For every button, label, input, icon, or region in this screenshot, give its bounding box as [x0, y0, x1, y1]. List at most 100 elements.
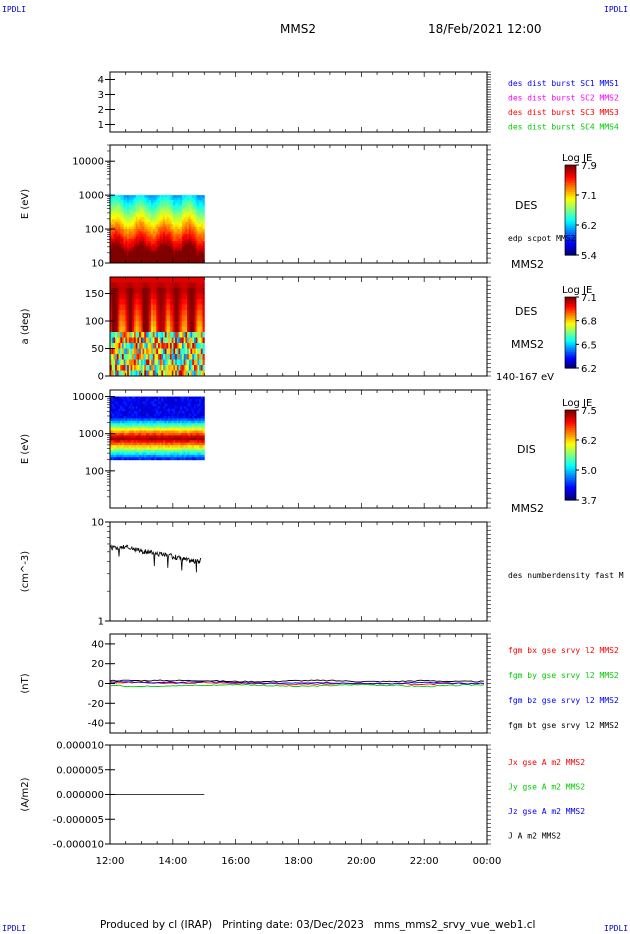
spectrogram-cell — [169, 326, 173, 333]
colorbar-swatch — [565, 223, 576, 227]
spectrogram-cell — [180, 282, 183, 289]
spectrogram-cell — [115, 255, 118, 259]
spectrogram-cell — [199, 348, 202, 355]
spectrogram-cell — [188, 348, 192, 355]
spectrogram-cell — [193, 396, 197, 400]
spectrogram-cell — [187, 258, 190, 262]
spectrogram-cell — [197, 440, 200, 444]
spectrogram-cell — [152, 202, 156, 206]
spectrogram-cell — [151, 304, 154, 311]
spectrogram-cell — [137, 277, 140, 283]
spectrogram-cell — [142, 437, 145, 441]
spectrogram-cell — [130, 401, 133, 405]
spectrogram-cell — [130, 406, 133, 410]
spectrogram-cell — [137, 231, 140, 235]
spectrogram-cell — [123, 214, 126, 218]
spectrogram-cell — [200, 447, 204, 451]
spectrogram-cell — [197, 445, 200, 449]
spectrogram-cell — [125, 418, 128, 422]
spectrogram-cell — [123, 277, 126, 283]
spectrogram-cell — [133, 343, 137, 349]
spectrogram-cell — [110, 243, 113, 247]
spectrogram-cell — [166, 365, 169, 371]
spectrogram-cell — [173, 304, 176, 311]
colorbar-swatch — [565, 201, 576, 204]
spectrogram-cell — [159, 241, 162, 245]
colorbar-swatch — [565, 243, 576, 247]
spectrogram-cell — [193, 413, 197, 417]
spectrogram-cell — [200, 337, 204, 344]
spectrogram-cell — [128, 315, 132, 322]
spectrogram-cell — [152, 277, 156, 283]
spectrogram-cell — [111, 204, 114, 208]
spectrogram-cell — [193, 415, 197, 419]
spectrogram-cell — [161, 202, 164, 206]
spectrogram-cell — [169, 204, 173, 208]
spectrogram-cell — [145, 212, 149, 216]
spectrogram-cell — [202, 445, 205, 449]
spectrogram-cell — [151, 288, 154, 294]
spectrogram-cell — [161, 432, 164, 436]
spectrogram-cell — [151, 408, 154, 412]
spectrogram-cell — [202, 214, 205, 218]
spectrogram-cell — [199, 207, 202, 211]
spectrogram-cell — [159, 229, 162, 232]
spectrogram-cell — [116, 428, 120, 432]
spectrogram-cell — [116, 437, 120, 441]
spectrogram-cell — [110, 415, 113, 419]
spectrogram-cell — [142, 243, 145, 247]
spectrogram-cell — [151, 411, 154, 415]
spectrogram-cell — [120, 418, 123, 422]
spectrogram-cell — [151, 452, 154, 456]
spectrogram-cell — [163, 214, 166, 218]
spectrogram-cell — [173, 216, 176, 220]
spectrogram-cell — [187, 452, 190, 456]
spectrogram-cell — [171, 435, 174, 439]
spectrogram-cell — [140, 370, 144, 377]
spectrogram-cell — [118, 326, 121, 333]
spectrogram-cell — [190, 260, 193, 264]
colorbar-swatch — [565, 479, 576, 483]
spectrogram-cell — [181, 452, 185, 456]
spectrogram-cell — [123, 454, 126, 458]
spectrogram-cell — [159, 207, 162, 211]
spectrogram-cell — [139, 365, 142, 371]
spectrogram-cell — [195, 445, 198, 449]
spectrogram-cell — [169, 348, 173, 355]
spectrogram-cell — [181, 332, 185, 338]
spectrogram-cell — [144, 315, 147, 322]
spectrogram-cell — [125, 415, 128, 419]
spectrogram-cell — [123, 258, 126, 262]
colorbar-swatch — [565, 477, 576, 481]
spectrogram-cell — [113, 216, 116, 220]
spectrogram-cell — [188, 258, 192, 262]
spectrogram-cell — [144, 326, 147, 333]
spectrogram-cell — [178, 282, 181, 289]
spectrogram-cell — [145, 293, 149, 300]
spectrogram-cell — [154, 258, 157, 262]
spectrogram-cell — [133, 231, 137, 235]
spectrogram-cell — [156, 304, 159, 311]
spectrogram-cell — [187, 359, 190, 366]
spectrogram-cell — [169, 337, 173, 344]
spectrogram-cell — [139, 197, 142, 201]
spectrogram-cell — [161, 401, 164, 405]
spectrogram-cell — [125, 246, 128, 249]
spectrogram-cell — [156, 202, 159, 206]
spectrogram-cell — [176, 425, 180, 429]
spectrogram-cell — [183, 440, 186, 444]
spectrogram-cell — [132, 430, 135, 434]
spectrogram-cell — [178, 221, 181, 225]
spectrogram-cell — [185, 406, 188, 410]
spectrogram-cell — [171, 415, 174, 419]
spectrogram-cell — [197, 277, 200, 283]
spectrogram-cell — [199, 226, 202, 230]
spectrogram-cell — [175, 238, 178, 242]
spectrogram-cell — [171, 233, 174, 237]
spectrogram-cell — [147, 315, 150, 322]
spectrogram-cell — [164, 403, 168, 407]
spectrogram-cell — [121, 299, 125, 305]
spectrogram-cell — [166, 246, 169, 249]
spectrogram-cell — [132, 246, 135, 249]
colorbar-swatch — [565, 169, 576, 173]
